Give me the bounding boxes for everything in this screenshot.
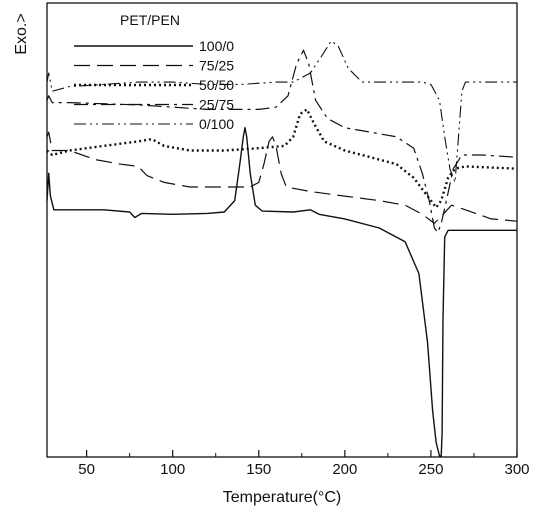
series-line-100-0 xyxy=(46,126,517,457)
x-tick-label: 300 xyxy=(504,461,529,478)
x-tick-label: 50 xyxy=(78,461,95,478)
series-line-50-50 xyxy=(46,108,518,209)
series-layer xyxy=(46,40,518,457)
x-tick-label: 250 xyxy=(418,461,443,478)
legend: PET/PEN 100/0 75/25 50/50 25/75 0/100 xyxy=(74,12,234,132)
legend-label: 50/50 xyxy=(199,77,234,93)
x-tick-label: 200 xyxy=(332,461,357,478)
series-line-25-75 xyxy=(46,49,518,234)
legend-label: 0/100 xyxy=(199,116,234,132)
series-line-75-25 xyxy=(46,131,518,224)
plot-frame xyxy=(46,2,518,458)
series-line-0-100 xyxy=(46,40,517,183)
x-axis-ticks: 50 100 150 200 250 300 xyxy=(78,450,530,478)
x-tick-label: 100 xyxy=(160,461,185,478)
x-tick-label: 150 xyxy=(246,461,271,478)
y-axis-label: Exo.> xyxy=(13,13,30,54)
legend-title: PET/PEN xyxy=(120,12,180,28)
legend-label: 25/75 xyxy=(199,97,234,113)
legend-label: 100/0 xyxy=(199,38,234,54)
legend-label: 75/25 xyxy=(199,58,234,74)
x-axis-label: Temperature(°C) xyxy=(223,489,341,506)
